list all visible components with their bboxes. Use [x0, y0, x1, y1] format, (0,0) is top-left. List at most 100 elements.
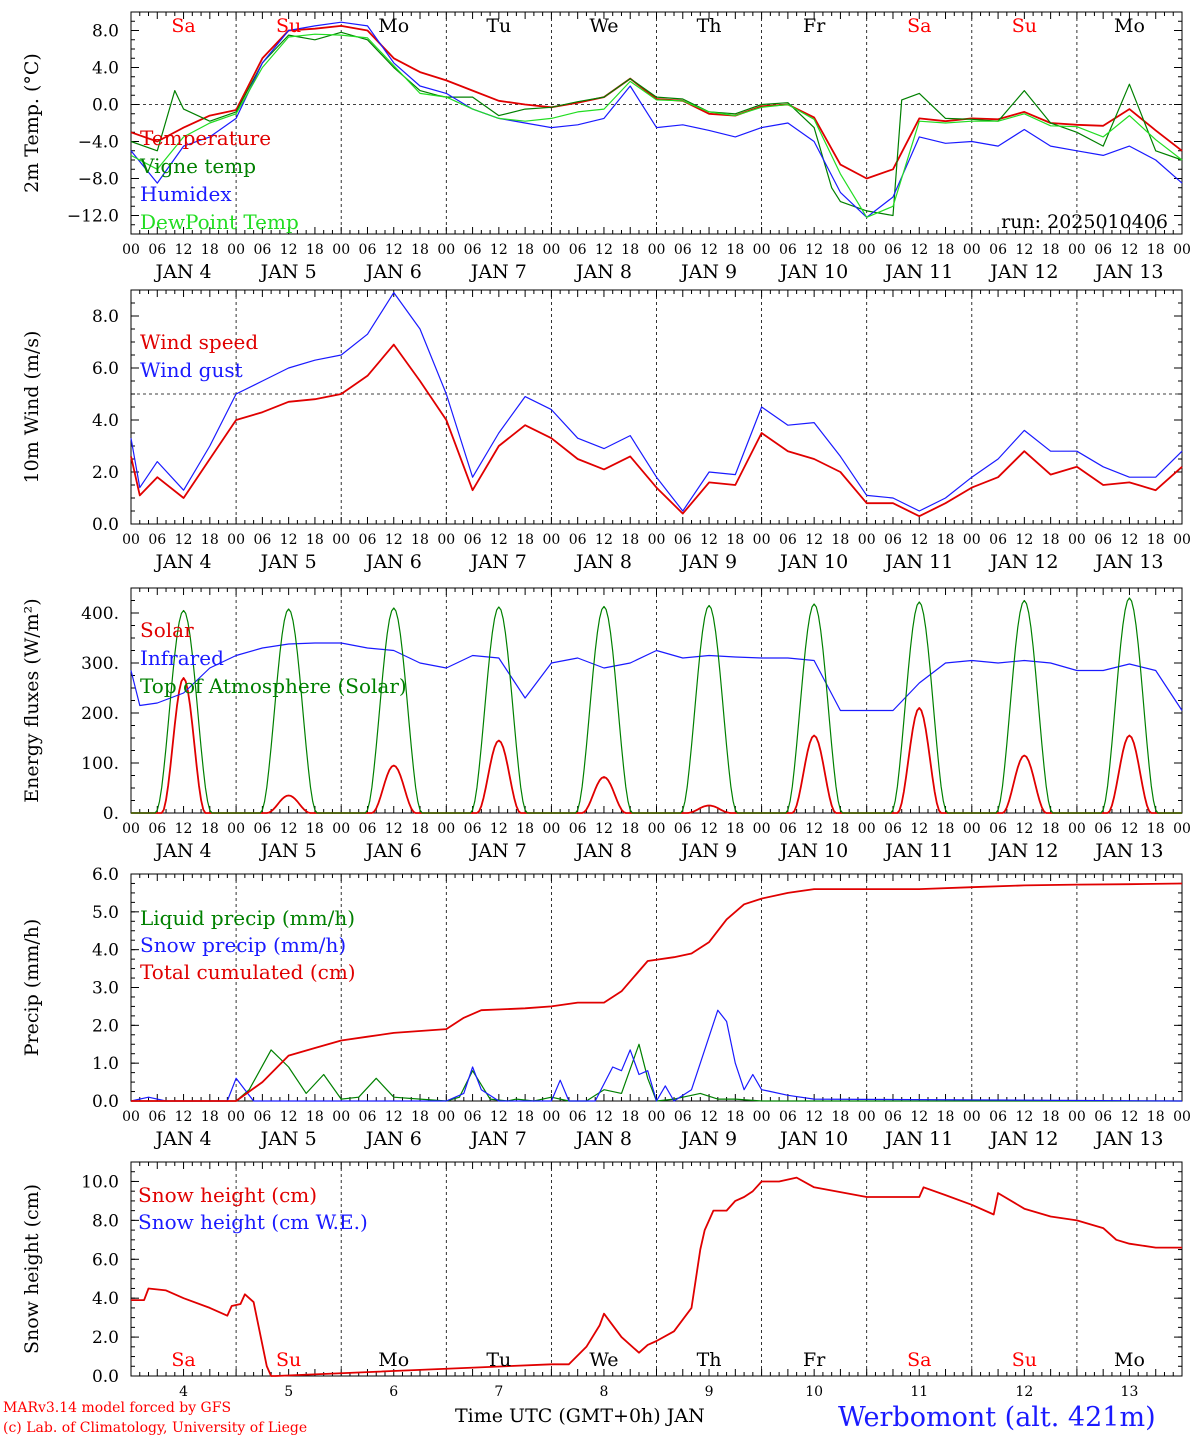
x-day-label: JAN 13 [1093, 1128, 1163, 1150]
x-hour-label: 00 [542, 821, 560, 837]
x-hour-label: 00 [332, 532, 350, 548]
x-hour-label: 06 [253, 1109, 271, 1125]
x-hour-label: 00 [963, 532, 981, 548]
legend-entry: Liquid precip (mm/h) [140, 906, 355, 930]
x-hour-label: 12 [805, 1109, 823, 1125]
x-hour-label: 12 [1121, 1109, 1139, 1125]
x-hour-label: 06 [148, 242, 166, 258]
series-line-3 [131, 597, 1182, 814]
x-hour-label: 18 [306, 242, 324, 258]
x-hour-label: 18 [621, 532, 639, 548]
panel-2: 8.0 6.0 4.0 2.0 0.0 10m Wind (m/s) Wind speed W… [21, 289, 1191, 573]
weekday-label: Su [1012, 15, 1037, 37]
x-hour-label: 06 [253, 532, 271, 548]
x-day-label: JAN 5 [259, 1128, 317, 1150]
x-hour-label: 18 [937, 242, 955, 258]
x-hour-label: 00 [122, 242, 140, 258]
x-hour-label: 18 [937, 821, 955, 837]
x-day-label: JAN 8 [574, 1128, 632, 1150]
x-hour-label: 12 [175, 532, 193, 548]
x-hour-label: 12 [595, 242, 613, 258]
weekday-label: Mo [1114, 15, 1145, 37]
x-hour-label: 00 [332, 242, 350, 258]
x-hour-label: 06 [464, 532, 482, 548]
x-hour-label: 12 [490, 242, 508, 258]
x-day-label: 4 [179, 1384, 188, 1400]
x-hour-label: 12 [910, 821, 928, 837]
weekday-label: Tu [486, 15, 511, 37]
x-day-label: JAN 7 [469, 261, 527, 283]
x-hour-label: 06 [884, 821, 902, 837]
x-hour-label: 00 [1068, 1109, 1086, 1125]
x-day-label: JAN 4 [154, 1128, 212, 1150]
x-hour-label: 00 [542, 242, 560, 258]
weekday-label: Th [697, 15, 722, 37]
panel-3: 400. 300. 200. 100. 0. Energy fluxes (W/m²) So… [21, 587, 1191, 862]
x-hour-label: 00 [648, 532, 666, 548]
x-hour-label: 06 [359, 242, 377, 258]
weekday-label: We [589, 1349, 618, 1371]
weekday-label: Sa [171, 1349, 195, 1371]
x-hour-label: 18 [201, 1109, 219, 1125]
x-hour-label: 18 [306, 532, 324, 548]
x-hour-label: 06 [253, 821, 271, 837]
x-day-label: 11 [910, 1384, 928, 1400]
legend-entry: Top of Atmosphere (Solar) [140, 674, 407, 698]
x-hour-label: 18 [411, 1109, 429, 1125]
x-hour-label: 00 [1173, 1109, 1191, 1125]
x-hour-label: 06 [569, 532, 587, 548]
x-day-label: JAN 9 [679, 1128, 737, 1150]
lab-credit: (c) Lab. of Climatology, University of L… [3, 1420, 308, 1436]
y-tick-label: 4.0 [92, 1289, 119, 1309]
panel-4: 6.0 5.0 4.0 3.0 2.0 1.0 0.0 Precip (mm/h) Liquid… [21, 865, 1191, 1150]
x-hour-label: 18 [832, 821, 850, 837]
x-hour-label: 18 [516, 1109, 534, 1125]
x-hour-label: 18 [621, 821, 639, 837]
x-hour-label: 00 [437, 1109, 455, 1125]
series-line-2 [130, 292, 1183, 512]
x-day-label: JAN 11 [883, 840, 953, 862]
x-hour-label: 12 [1015, 1109, 1033, 1125]
x-hour-label: 00 [753, 242, 771, 258]
x-hour-label: 12 [805, 821, 823, 837]
x-hour-label: 18 [411, 242, 429, 258]
series-line-3 [130, 21, 1183, 218]
x-hour-label: 12 [175, 1109, 193, 1125]
y-tick-label: −4.0 [78, 133, 119, 153]
x-hour-label: 12 [280, 1109, 298, 1125]
x-hour-label: 12 [490, 532, 508, 548]
weekday-label: Su [276, 15, 301, 37]
x-axis-label: Time UTC (GMT+0h) JAN [455, 1405, 705, 1427]
x-hour-label: 00 [227, 532, 245, 548]
x-hour-label: 06 [674, 532, 692, 548]
x-day-label: 12 [1015, 1384, 1033, 1400]
x-day-label: JAN 13 [1093, 551, 1163, 573]
y-axis-label: Snow height (cm) [21, 1184, 43, 1354]
weekday-label: Fr [803, 15, 826, 37]
x-day-label: JAN 8 [574, 551, 632, 573]
y-tick-label: −8.0 [78, 170, 119, 190]
y-tick-label: 200. [81, 704, 119, 724]
y-tick-label: 6.0 [92, 1250, 119, 1270]
x-hour-label: 06 [779, 532, 797, 548]
y-tick-label: 10.0 [81, 1172, 119, 1192]
x-day-label: 6 [389, 1384, 398, 1400]
x-hour-label: 00 [648, 242, 666, 258]
x-hour-label: 00 [332, 1109, 350, 1125]
legend-entry: Wind gust [140, 358, 243, 382]
x-hour-label: 00 [753, 821, 771, 837]
x-day-label: JAN 7 [469, 840, 527, 862]
x-hour-label: 12 [490, 821, 508, 837]
x-day-label: JAN 13 [1093, 840, 1163, 862]
x-hour-label: 06 [989, 821, 1007, 837]
x-hour-label: 18 [411, 532, 429, 548]
series-line-2 [130, 642, 1183, 712]
x-hour-label: 18 [1147, 242, 1165, 258]
x-hour-label: 18 [516, 242, 534, 258]
y-axis-label: 10m Wind (m/s) [21, 331, 43, 484]
x-hour-label: 18 [201, 242, 219, 258]
x-hour-label: 00 [227, 242, 245, 258]
x-hour-label: 06 [1094, 1109, 1112, 1125]
x-hour-label: 12 [175, 821, 193, 837]
x-hour-label: 12 [490, 1109, 508, 1125]
